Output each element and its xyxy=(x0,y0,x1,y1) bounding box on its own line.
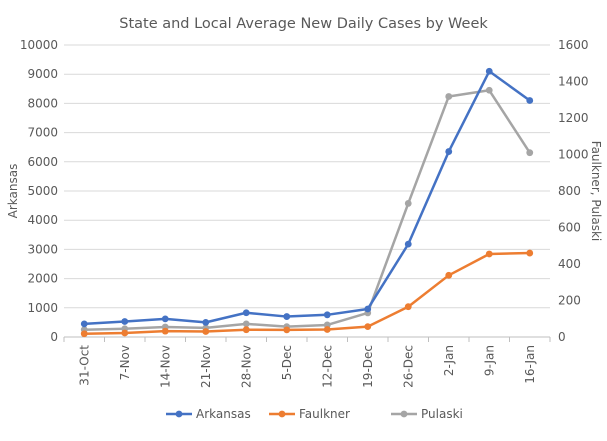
x-tick-label: 5-Dec xyxy=(280,345,294,380)
data-point xyxy=(121,329,129,337)
data-point xyxy=(404,240,412,248)
data-point xyxy=(202,319,210,326)
x-tick-label: 14-Nov xyxy=(158,345,172,388)
data-point xyxy=(242,326,250,334)
left-axis-ticks: 0 1000 2000 3000 4000 5000 6000 7000 8000 9000 100… xyxy=(20,38,58,344)
data-point xyxy=(526,249,534,257)
data-point xyxy=(80,330,88,338)
series-line xyxy=(83,251,531,335)
data-point xyxy=(404,200,412,207)
series-arkansas xyxy=(80,67,534,328)
legend-item-arkansas: Arkansas xyxy=(166,407,251,421)
data-point xyxy=(445,93,453,100)
data-point xyxy=(364,305,372,313)
data-point xyxy=(526,149,534,157)
x-tick-label: 9-Jan xyxy=(482,345,496,376)
data-point xyxy=(404,303,412,311)
data-point xyxy=(161,327,169,335)
gridlines xyxy=(64,44,550,309)
data-point xyxy=(323,311,331,319)
legend-item-pulaski: Pulaski xyxy=(391,407,463,421)
left-tick-label: 6000 xyxy=(27,155,58,169)
legend-swatch-marker xyxy=(400,410,408,418)
series-line xyxy=(83,70,531,326)
right-tick-label: 1600 xyxy=(558,38,589,52)
x-tick-label: 21-Nov xyxy=(199,345,213,388)
data-point xyxy=(283,313,291,320)
left-tick-label: 5000 xyxy=(27,184,58,198)
left-tick-label: 0 xyxy=(50,330,58,344)
left-tick-label: 2000 xyxy=(27,272,58,286)
x-tick-label: 26-Dec xyxy=(401,345,415,388)
right-axis-ticks: 0 200 400 600 800 1000 1200 1400 1600 xyxy=(558,38,589,344)
legend-swatch-marker xyxy=(175,410,183,418)
left-tick-label: 7000 xyxy=(27,126,58,140)
right-tick-label: 200 xyxy=(558,294,581,308)
data-point xyxy=(202,328,210,335)
data-point xyxy=(323,326,331,333)
data-point xyxy=(445,271,453,279)
data-point xyxy=(526,97,534,104)
legend-swatch-marker xyxy=(278,410,286,418)
series-faulkner xyxy=(80,249,534,338)
x-tick-label: 12-Dec xyxy=(320,345,334,388)
right-tick-label: 600 xyxy=(558,221,581,235)
right-tick-label: 0 xyxy=(558,330,566,344)
left-tick-label: 4000 xyxy=(27,213,58,227)
left-tick-label: 1000 xyxy=(27,301,58,315)
series-pulaski xyxy=(80,86,534,334)
x-tick-label: 19-Dec xyxy=(361,345,375,388)
x-tick-label: 2-Jan xyxy=(442,345,456,376)
x-tick-label: 28-Nov xyxy=(239,345,253,388)
right-tick-label: 800 xyxy=(558,184,581,198)
legend-item-faulkner: Faulkner xyxy=(269,407,350,421)
series-lines xyxy=(80,67,534,338)
legend: Arkansas Faulkner Pulaski xyxy=(166,407,463,421)
left-tick-label: 9000 xyxy=(27,67,58,81)
chart-title: State and Local Average New Daily Cases … xyxy=(119,16,488,32)
data-point xyxy=(445,148,453,155)
series-line xyxy=(83,89,531,331)
right-axis-title: Faulkner, Pulaski xyxy=(589,141,603,241)
data-point xyxy=(242,309,250,317)
data-point xyxy=(485,67,493,75)
left-tick-label: 8000 xyxy=(27,96,58,110)
data-point xyxy=(485,250,493,258)
data-point xyxy=(242,320,250,328)
legend-label: Arkansas xyxy=(196,407,251,421)
right-tick-label: 1000 xyxy=(558,148,589,162)
right-tick-label: 1200 xyxy=(558,111,589,125)
data-point xyxy=(121,318,129,325)
legend-label: Pulaski xyxy=(421,407,463,421)
data-point xyxy=(80,320,88,328)
x-axis-ticks: 31-Oct 7-Nov 14-Nov 21-Nov 28-Nov 5-Dec 12-Dec… xyxy=(63,337,551,388)
legend-label: Faulkner xyxy=(299,407,350,421)
data-point xyxy=(485,86,493,94)
x-tick-label: 7-Nov xyxy=(118,345,132,380)
right-tick-label: 400 xyxy=(558,257,581,271)
data-point xyxy=(364,323,372,330)
data-point xyxy=(283,326,291,334)
data-point xyxy=(161,315,169,323)
right-tick-label: 1400 xyxy=(558,75,589,89)
left-tick-label: 3000 xyxy=(27,242,58,256)
x-tick-label: 31-Oct xyxy=(77,345,91,386)
left-axis-title: Arkansas xyxy=(6,164,20,219)
left-tick-label: 10000 xyxy=(20,38,58,52)
x-tick-label: 16-Jan xyxy=(523,345,537,384)
